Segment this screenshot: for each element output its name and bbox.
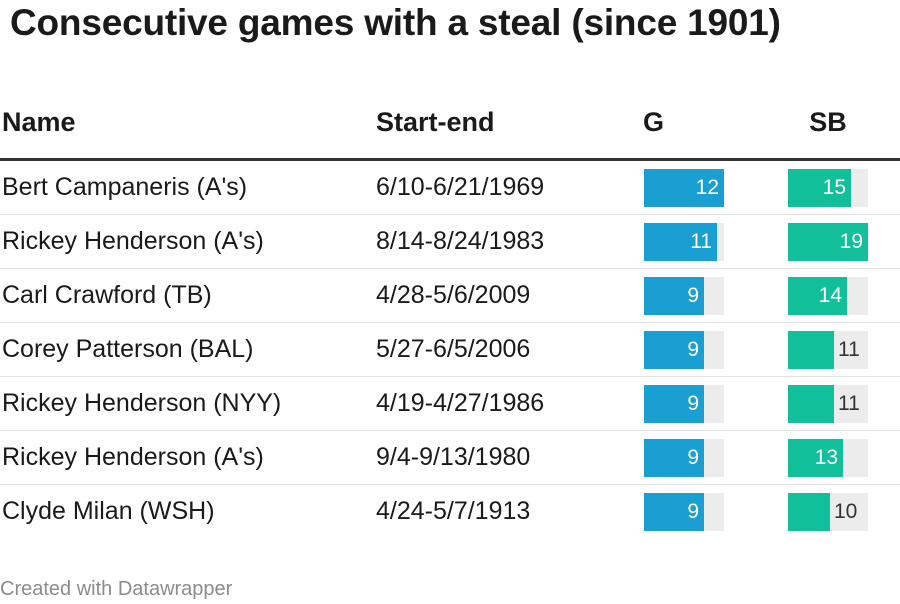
sb-bar bbox=[788, 493, 830, 531]
sb-bar-track: 15 bbox=[788, 169, 868, 207]
chart-title: Consecutive games with a steal (since 19… bbox=[10, 2, 781, 43]
data-table: Name Start-end G SB Bert Campaneris (A's… bbox=[0, 98, 900, 538]
column-header-start-end[interactable]: Start-end bbox=[376, 107, 495, 137]
sb-value-label: 15 bbox=[822, 176, 846, 199]
sb-bar-track: 19 bbox=[788, 223, 868, 261]
g-bar bbox=[644, 169, 724, 207]
table-row: Corey Patterson (BAL) 5/27-6/5/2006 9 11 bbox=[0, 323, 900, 377]
g-bar-track: 12 bbox=[644, 169, 724, 207]
g-bar bbox=[644, 439, 704, 477]
table-row: Carl Crawford (TB) 4/28-5/6/2009 9 14 bbox=[0, 269, 900, 323]
sb-bar bbox=[788, 385, 834, 423]
g-value-label: 9 bbox=[687, 392, 699, 415]
g-value-label: 9 bbox=[687, 446, 699, 469]
g-bar-track: 9 bbox=[644, 331, 724, 369]
table-body: Bert Campaneris (A's) 6/10-6/21/1969 12 15 R… bbox=[0, 161, 900, 538]
g-value-label: 9 bbox=[687, 500, 699, 523]
table-row: Bert Campaneris (A's) 6/10-6/21/1969 12 15 bbox=[0, 161, 900, 215]
player-name: Bert Campaneris (A's) bbox=[2, 173, 248, 201]
credit-footer: Created with Datawrapper bbox=[0, 578, 233, 600]
player-name: Clyde Milan (WSH) bbox=[2, 497, 215, 525]
sb-value-label: 10 bbox=[834, 500, 858, 523]
player-name: Corey Patterson (BAL) bbox=[2, 335, 254, 363]
start-end-dates: 8/14-8/24/1983 bbox=[376, 227, 545, 255]
g-bar-track: 9 bbox=[644, 277, 724, 315]
g-bar bbox=[644, 277, 704, 315]
sb-bar bbox=[788, 223, 868, 261]
start-end-dates: 4/24-5/7/1913 bbox=[376, 497, 531, 525]
g-value-label: 9 bbox=[687, 338, 699, 361]
g-value-label: 12 bbox=[695, 176, 719, 199]
sb-value-label: 19 bbox=[839, 230, 863, 253]
start-end-dates: 9/4-9/13/1980 bbox=[376, 443, 531, 471]
g-bar-track: 9 bbox=[644, 385, 724, 423]
table-row: Rickey Henderson (NYY) 4/19-4/27/1986 9 11 bbox=[0, 377, 900, 431]
g-bar-track: 9 bbox=[644, 493, 724, 531]
table-row: Rickey Henderson (A's) 9/4-9/13/1980 9 13 bbox=[0, 431, 900, 485]
sb-bar bbox=[788, 277, 847, 315]
sb-value-label: 14 bbox=[818, 284, 842, 307]
player-name: Carl Crawford (TB) bbox=[2, 281, 212, 309]
table-header: Name Start-end G SB bbox=[0, 98, 900, 161]
column-header-sb[interactable]: SB bbox=[809, 107, 847, 137]
column-header-name[interactable]: Name bbox=[2, 107, 76, 137]
sb-bar-track: 10 bbox=[788, 493, 868, 531]
g-bar bbox=[644, 493, 704, 531]
g-value-label: 11 bbox=[690, 230, 712, 253]
g-bar bbox=[644, 223, 717, 261]
g-bar bbox=[644, 331, 704, 369]
sb-bar-track: 11 bbox=[788, 385, 868, 423]
sb-bar bbox=[788, 331, 834, 369]
player-name: Rickey Henderson (NYY) bbox=[2, 389, 282, 417]
player-name: Rickey Henderson (A's) bbox=[2, 443, 264, 471]
start-end-dates: 6/10-6/21/1969 bbox=[376, 173, 545, 201]
table-row: Rickey Henderson (A's) 8/14-8/24/1983 11 19 bbox=[0, 215, 900, 269]
sb-bar-track: 11 bbox=[788, 331, 868, 369]
sb-bar-track: 14 bbox=[788, 277, 868, 315]
sb-bar-track: 13 bbox=[788, 439, 868, 477]
table-row: Clyde Milan (WSH) 4/24-5/7/1913 9 10 bbox=[0, 485, 900, 538]
g-bar-track: 11 bbox=[644, 223, 724, 261]
sb-bar bbox=[788, 439, 843, 477]
column-header-g[interactable]: G bbox=[643, 107, 665, 137]
player-name: Rickey Henderson (A's) bbox=[2, 227, 264, 255]
sb-value-label: 11 bbox=[838, 338, 860, 361]
g-bar bbox=[644, 385, 704, 423]
start-end-dates: 4/28-5/6/2009 bbox=[376, 281, 531, 309]
sb-value-label: 11 bbox=[838, 392, 860, 415]
sb-bar bbox=[788, 169, 851, 207]
sb-value-label: 13 bbox=[814, 446, 838, 469]
g-value-label: 9 bbox=[687, 284, 699, 307]
start-end-dates: 5/27-6/5/2006 bbox=[376, 335, 531, 363]
g-bar-track: 9 bbox=[644, 439, 724, 477]
start-end-dates: 4/19-4/27/1986 bbox=[376, 389, 545, 417]
